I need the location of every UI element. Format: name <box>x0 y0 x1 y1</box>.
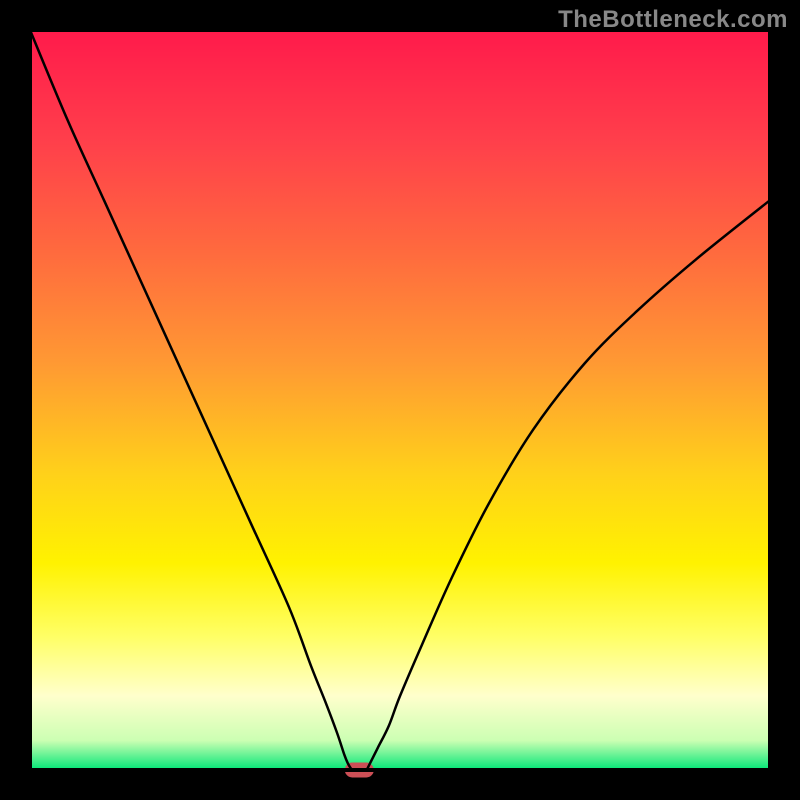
plot-background <box>30 30 770 770</box>
chart-stage: TheBottleneck.com <box>0 0 800 800</box>
watermark-text: TheBottleneck.com <box>558 6 788 34</box>
chart-svg <box>0 0 800 800</box>
